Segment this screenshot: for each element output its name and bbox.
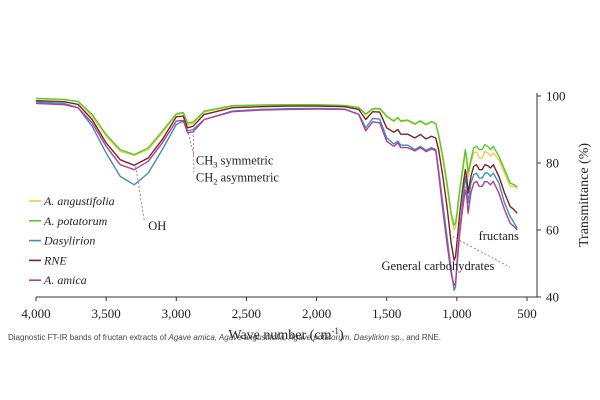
series-line-0 (35, 98, 518, 231)
annotation-ch2: CH2 asymmetric (196, 170, 280, 186)
annotation-leader-carb (452, 236, 511, 268)
x-tick-label: 3,500 (92, 306, 121, 321)
x-tick-label: 500 (517, 306, 537, 321)
series-line-2 (35, 101, 518, 291)
x-tick-label: 4,000 (21, 306, 50, 321)
y-tick-label: 80 (546, 156, 559, 171)
legend-label-3: RNE (43, 253, 67, 267)
annotation-oh: OH (148, 219, 166, 233)
x-tick-label: 2,500 (232, 306, 261, 321)
caption-species: Agave amica, Agave angustifolia, Agave p… (168, 333, 389, 342)
axes-layer (36, 93, 538, 298)
annotation-ch2-sub: 2 (213, 176, 217, 186)
x-axis-title: Wave number (cm-1) (228, 326, 344, 343)
y-axis-title: Transmittance (%) (577, 143, 592, 247)
annotation-carb: General carbohydrates (382, 259, 495, 273)
y-tick-label: 40 (546, 290, 559, 305)
annotation-leader-ch2 (192, 131, 195, 173)
y-tick-label: 100 (546, 89, 566, 104)
annotation-ch3-rest: symmetric (218, 154, 274, 168)
legend-label-4: A. amica (43, 273, 87, 287)
x-axis-title-close: ) (339, 328, 344, 343)
annotation-leader-oh (135, 166, 145, 221)
annotation-fructans: fructans (479, 229, 519, 243)
caption-text-2: sp., and RNE. (388, 333, 441, 342)
x-tick-label: 2,000 (302, 306, 331, 321)
caption-text-1: Diagnostic FT-IR bands of fructan extrac… (8, 333, 169, 342)
legend-label-2: Dasylirion (43, 234, 95, 248)
x-axis-title-sup: -1 (331, 326, 339, 336)
legend: A. angustifolia A. potatorum Dasylirion RNE… (29, 194, 115, 287)
annotation-leader-fructans (458, 186, 467, 231)
x-tick-label: 1,500 (372, 306, 401, 321)
annotation-ch3: CH3 symmetric (196, 154, 274, 170)
figure-caption: Diagnostic FT-IR bands of fructan extrac… (8, 332, 593, 343)
y-tick-layer: 40 60 80 100 (537, 89, 566, 305)
legend-label-1: A. potatorum (43, 214, 108, 228)
series-line-4 (35, 102, 518, 286)
series-line-1 (35, 97, 518, 226)
series-line-3 (35, 100, 518, 261)
annotation-ch3-sub: 3 (213, 160, 217, 170)
annotation-ch3-main: CH (196, 154, 213, 168)
annotation-ch2-rest: asymmetric (218, 170, 280, 184)
legend-label-0: A. angustifolia (43, 194, 115, 208)
x-tick-label: 3,000 (162, 306, 191, 321)
x-tick-label: 1,000 (442, 306, 471, 321)
annotation-ch2-main: CH (196, 170, 213, 184)
series-layer (35, 97, 518, 291)
y-tick-label: 60 (546, 223, 559, 238)
x-tick-layer: 4,000 3,500 3,000 2,500 2,000 1,500 1,000 500 (21, 297, 537, 321)
annotation-leader-ch3 (187, 129, 195, 156)
x-axis-title-main: Wave number (cm (228, 328, 331, 343)
